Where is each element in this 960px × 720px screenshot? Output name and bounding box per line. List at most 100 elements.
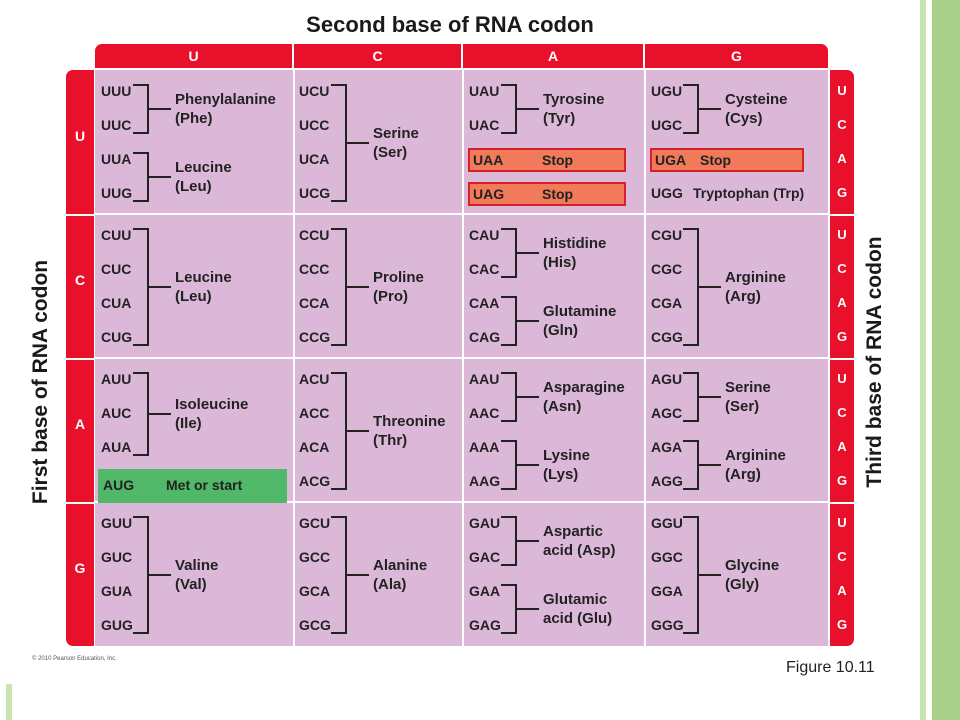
second-base-a: A (463, 44, 645, 68)
codon-acc: ACC (299, 405, 330, 421)
third-base-u: U (837, 83, 847, 98)
third-base-strip: U C A G U C A G U C A G U C A G (830, 70, 854, 646)
amino-acid-name: Histidine (543, 235, 607, 252)
amino-acid-name: Valine (175, 557, 219, 574)
amino-acid-abbr: (Val) (175, 576, 207, 593)
codon-ccc: CCC (299, 261, 330, 277)
amino-acid-name: Leucine (175, 159, 232, 176)
amino-acid-name: Phenylalanine (175, 91, 276, 108)
codon-aua: AUA (101, 439, 132, 455)
stop-label: Stop (542, 152, 574, 168)
second-base-title: Second base of RNA codon (306, 12, 594, 37)
amino-acid-name: Proline (373, 269, 424, 286)
third-base-a: A (837, 151, 847, 166)
codon-uug: UUG (101, 185, 133, 201)
codon-gcc: GCC (299, 549, 331, 565)
stop-label: Stop (700, 152, 732, 168)
bracket-tick (699, 464, 721, 466)
amino-acid-abbr: (Asn) (543, 398, 582, 415)
codon-cgu: CGU (651, 227, 683, 243)
bracket-tick (699, 108, 721, 110)
bracket (501, 372, 517, 422)
third-base-title: Third base of RNA codon (863, 236, 886, 488)
codon-cuc: CUC (101, 261, 132, 277)
codon-caa: CAA (469, 295, 500, 311)
bracket-tick (149, 413, 171, 415)
codon-guu: GUU (101, 515, 133, 531)
third-base-g: G (836, 617, 848, 632)
codon-ggg: GGG (651, 617, 684, 633)
codon-agg: AGG (651, 473, 683, 489)
stop-codon: UAA (473, 152, 504, 168)
codon-ccu: CCU (299, 227, 330, 243)
amino-acid-abbr: (His) (543, 254, 577, 271)
codon-gau: GAU (469, 515, 501, 531)
codon-ggc: GGC (651, 549, 683, 565)
codon-uuu: UUU (101, 83, 132, 99)
stop-codon-box: UAG Stop (468, 182, 626, 206)
codon-cug: CUG (101, 329, 133, 345)
bracket-tick (517, 396, 539, 398)
amino-acid-glutamic: Glutamic acid (Glu) (543, 590, 612, 628)
amino-acid-name: Arginine (725, 269, 786, 286)
third-base-u: U (837, 227, 847, 242)
amino-acid-abbr: (Tyr) (543, 110, 576, 127)
amino-acid-name: Arginine (725, 447, 786, 464)
codon-ggu: GGU (651, 515, 683, 531)
amino-acid-abbr: acid (Asp) (543, 542, 616, 559)
first-base-divider (66, 502, 94, 504)
bracket (331, 516, 347, 634)
amino-acid-abbr: (Phe) (175, 110, 213, 127)
amino-acid-name: Aspartic (543, 523, 604, 540)
codon-auu: AUU (101, 371, 132, 387)
amino-acid-name: Alanine (373, 557, 428, 574)
amino-acid-abbr: (Lys) (543, 466, 579, 483)
bracket (501, 584, 517, 634)
bracket (331, 372, 347, 490)
codon-uca: UCA (299, 151, 330, 167)
codon-cga: CGA (651, 295, 683, 311)
bracket-tick (347, 430, 369, 432)
codon-ucc: UCC (299, 117, 330, 133)
codon-aac: AAC (469, 405, 500, 421)
third-base-c: C (837, 405, 847, 420)
codon-cgg: CGG (651, 329, 683, 345)
stop-codon-box: UGA Stop (650, 148, 804, 172)
amino-acid-tryptophan: Tryptophan (Trp) (693, 185, 805, 201)
third-base-side-label: Third base of RNA codon (840, 212, 910, 512)
first-base-title: First base of RNA codon (29, 259, 52, 505)
amino-acid-tyrosine: Tyrosine (Tyr) (543, 90, 604, 128)
amino-acid-leucine: Leucine (Leu) (175, 268, 232, 306)
codon-acu: ACU (299, 371, 330, 387)
amino-acid-abbr: (Arg) (725, 466, 761, 483)
bracket (331, 84, 347, 202)
bracket (501, 440, 517, 490)
slide-accent-bar-inner (920, 0, 926, 720)
stop-codon-box: UAA Stop (468, 148, 626, 172)
codon-cca: CCA (299, 295, 330, 311)
amino-acid-lysine: Lysine (Lys) (543, 446, 590, 484)
amino-acid-alanine: Alanine (Ala) (373, 556, 427, 594)
row-divider (95, 357, 828, 359)
codon-auc: AUC (101, 405, 132, 421)
amino-acid-name: Glutamine (543, 303, 617, 320)
codon-gua: GUA (101, 583, 133, 599)
third-base-a: A (837, 583, 847, 598)
amino-acid-name: Lysine (543, 447, 590, 464)
codon-ccg: CCG (299, 329, 331, 345)
bracket (133, 372, 149, 456)
amino-acid-glutamine: Glutamine (Gln) (543, 302, 616, 340)
amino-acid-serine: Serine (Ser) (725, 378, 771, 416)
codon-gug: GUG (101, 617, 133, 633)
bracket-tick (517, 540, 539, 542)
bracket-tick (517, 108, 539, 110)
bracket (683, 516, 699, 634)
first-base-side-label: First base of RNA codon (6, 232, 76, 532)
amino-acid-abbr: (Ile) (175, 415, 202, 432)
bracket-tick (347, 286, 369, 288)
third-base-c: C (837, 261, 847, 276)
codon-agu: AGU (651, 371, 683, 387)
codon-ugu: UGU (651, 83, 683, 99)
codon-uau: UAU (469, 83, 500, 99)
bracket (501, 84, 517, 134)
